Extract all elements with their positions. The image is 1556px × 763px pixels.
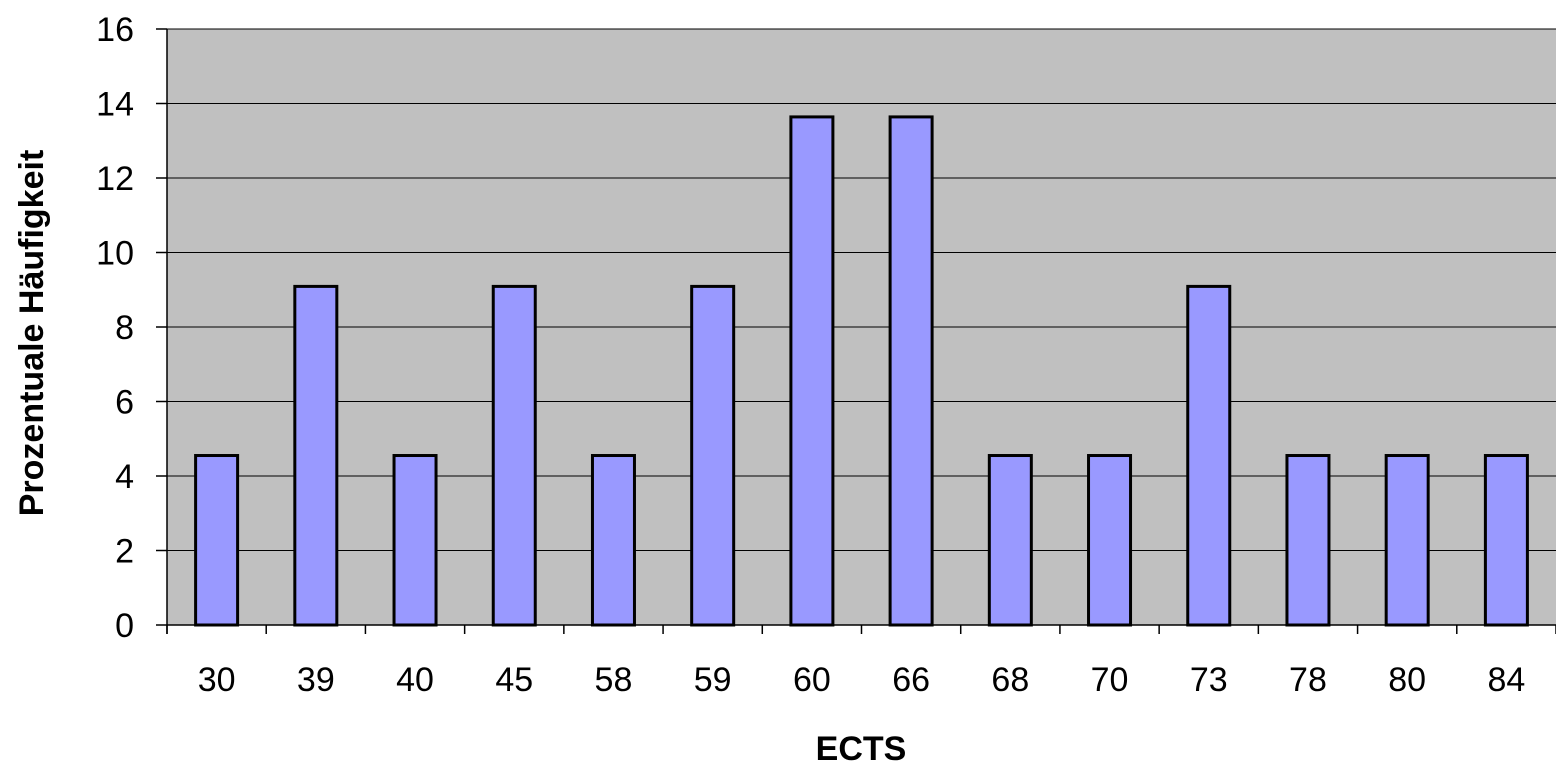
y-tick-label: 4 bbox=[115, 458, 134, 496]
y-tick-label: 12 bbox=[96, 160, 134, 198]
x-tick-label: 70 bbox=[1091, 661, 1129, 699]
bar-59 bbox=[690, 284, 736, 627]
bar-40 bbox=[392, 454, 438, 627]
y-tick-label: 0 bbox=[115, 607, 134, 645]
bar-80 bbox=[1384, 454, 1430, 627]
y-tick-label: 16 bbox=[96, 11, 134, 49]
y-axis-title: Prozentuale Häufigkeit bbox=[13, 150, 51, 517]
x-axis-title: ECTS bbox=[816, 730, 907, 763]
y-axis-ticks: 0 2 4 6 8 10 12 14 16 bbox=[96, 11, 167, 645]
y-tick-label: 8 bbox=[115, 309, 134, 347]
x-tick-label: 45 bbox=[495, 661, 533, 699]
x-tick-label: 30 bbox=[198, 661, 236, 699]
bar-68 bbox=[987, 454, 1033, 627]
bar-39 bbox=[293, 284, 339, 627]
x-tick-label: 80 bbox=[1388, 661, 1426, 699]
x-tick-label: 68 bbox=[991, 661, 1029, 699]
x-tick-label: 73 bbox=[1190, 661, 1228, 699]
bar-73 bbox=[1186, 284, 1232, 627]
x-tick-label: 40 bbox=[396, 661, 434, 699]
x-tick-label: 58 bbox=[595, 661, 633, 699]
bars bbox=[194, 115, 1529, 627]
x-axis-ticks: 30 39 40 45 58 59 60 66 68 70 73 78 80 84 bbox=[166, 625, 1556, 699]
bar-78 bbox=[1285, 454, 1331, 627]
bar-30 bbox=[194, 454, 240, 627]
bar-58 bbox=[590, 454, 636, 627]
y-tick-label: 6 bbox=[115, 384, 134, 422]
bar-66 bbox=[888, 115, 934, 627]
bar-45 bbox=[491, 284, 537, 627]
bar-84 bbox=[1483, 454, 1529, 627]
bar-70 bbox=[1087, 454, 1133, 627]
y-tick-label: 14 bbox=[96, 86, 134, 124]
y-tick-label: 10 bbox=[96, 235, 134, 273]
x-tick-label: 84 bbox=[1487, 661, 1525, 699]
y-tick-label: 2 bbox=[115, 533, 134, 571]
x-tick-label: 78 bbox=[1289, 661, 1327, 699]
x-tick-label: 39 bbox=[297, 661, 335, 699]
bar-60 bbox=[789, 115, 835, 627]
x-tick-label: 60 bbox=[793, 661, 831, 699]
x-tick-label: 66 bbox=[892, 661, 930, 699]
x-tick-label: 59 bbox=[694, 661, 732, 699]
